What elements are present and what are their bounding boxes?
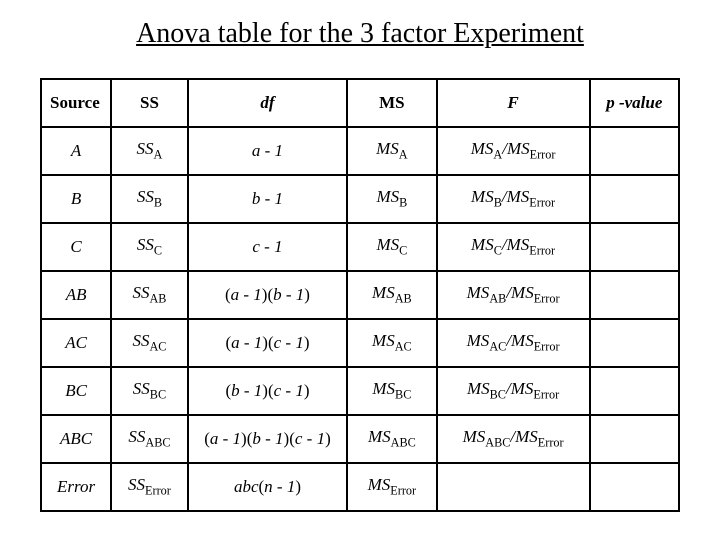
cell-ss: SSBC <box>111 367 188 415</box>
cell-ms: MSBC <box>347 367 436 415</box>
cell-df: c - 1 <box>188 223 348 271</box>
table-row: ABCSSABC(a - 1)(b - 1)(c - 1)MSABCMSABC/… <box>41 415 679 463</box>
cell-ms: MSAC <box>347 319 436 367</box>
cell-ss: SSError <box>111 463 188 511</box>
cell-f: MSAC/MSError <box>437 319 590 367</box>
cell-ss: SSABC <box>111 415 188 463</box>
cell-pvalue <box>590 271 679 319</box>
cell-source: AC <box>41 319 111 367</box>
page-title: Anova table for the 3 factor Experiment <box>40 18 680 50</box>
cell-df: a - 1 <box>188 127 348 175</box>
cell-f: MSAB/MSError <box>437 271 590 319</box>
cell-ss: SSAB <box>111 271 188 319</box>
cell-ss: SSC <box>111 223 188 271</box>
cell-pvalue <box>590 223 679 271</box>
cell-df: (a - 1)(c - 1) <box>188 319 348 367</box>
cell-f <box>437 463 590 511</box>
col-header-df: df <box>188 79 348 127</box>
cell-ms: MSC <box>347 223 436 271</box>
cell-ms: MSAB <box>347 271 436 319</box>
cell-df: (b - 1)(c - 1) <box>188 367 348 415</box>
cell-f: MSA/MSError <box>437 127 590 175</box>
cell-source: BC <box>41 367 111 415</box>
anova-table: Source SS df MS F p -value ASSAa - 1MSAM… <box>40 78 680 512</box>
cell-pvalue <box>590 319 679 367</box>
cell-pvalue <box>590 127 679 175</box>
col-header-p: p -value <box>590 79 679 127</box>
table-row: ASSAa - 1MSAMSA/MSError <box>41 127 679 175</box>
cell-pvalue <box>590 175 679 223</box>
table-row: ErrorSSErrorabc(n - 1)MSError <box>41 463 679 511</box>
cell-df: (a - 1)(b - 1)(c - 1) <box>188 415 348 463</box>
cell-df: abc(n - 1) <box>188 463 348 511</box>
cell-ss: SSA <box>111 127 188 175</box>
cell-f: MSBC/MSError <box>437 367 590 415</box>
cell-ms: MSB <box>347 175 436 223</box>
header-row: Source SS df MS F p -value <box>41 79 679 127</box>
cell-ms: MSABC <box>347 415 436 463</box>
cell-source: A <box>41 127 111 175</box>
cell-df: b - 1 <box>188 175 348 223</box>
table-row: BSSBb - 1MSBMSB/MSError <box>41 175 679 223</box>
cell-f: MSABC/MSError <box>437 415 590 463</box>
table-row: CSSCc - 1MSCMSC/MSError <box>41 223 679 271</box>
col-header-f: F <box>437 79 590 127</box>
cell-df: (a - 1)(b - 1) <box>188 271 348 319</box>
cell-ss: SSB <box>111 175 188 223</box>
table-row: ABSSAB(a - 1)(b - 1)MSABMSAB/MSError <box>41 271 679 319</box>
cell-ss: SSAC <box>111 319 188 367</box>
cell-f: MSB/MSError <box>437 175 590 223</box>
table-row: ACSSAC(a - 1)(c - 1)MSACMSAC/MSError <box>41 319 679 367</box>
cell-source: AB <box>41 271 111 319</box>
cell-source: B <box>41 175 111 223</box>
cell-ms: MSA <box>347 127 436 175</box>
cell-pvalue <box>590 463 679 511</box>
cell-pvalue <box>590 415 679 463</box>
col-header-ss: SS <box>111 79 188 127</box>
table-row: BCSSBC(b - 1)(c - 1)MSBCMSBC/MSError <box>41 367 679 415</box>
col-header-source: Source <box>41 79 111 127</box>
cell-f: MSC/MSError <box>437 223 590 271</box>
cell-source: C <box>41 223 111 271</box>
col-header-ms: MS <box>347 79 436 127</box>
cell-ms: MSError <box>347 463 436 511</box>
cell-source: ABC <box>41 415 111 463</box>
cell-source: Error <box>41 463 111 511</box>
cell-pvalue <box>590 367 679 415</box>
